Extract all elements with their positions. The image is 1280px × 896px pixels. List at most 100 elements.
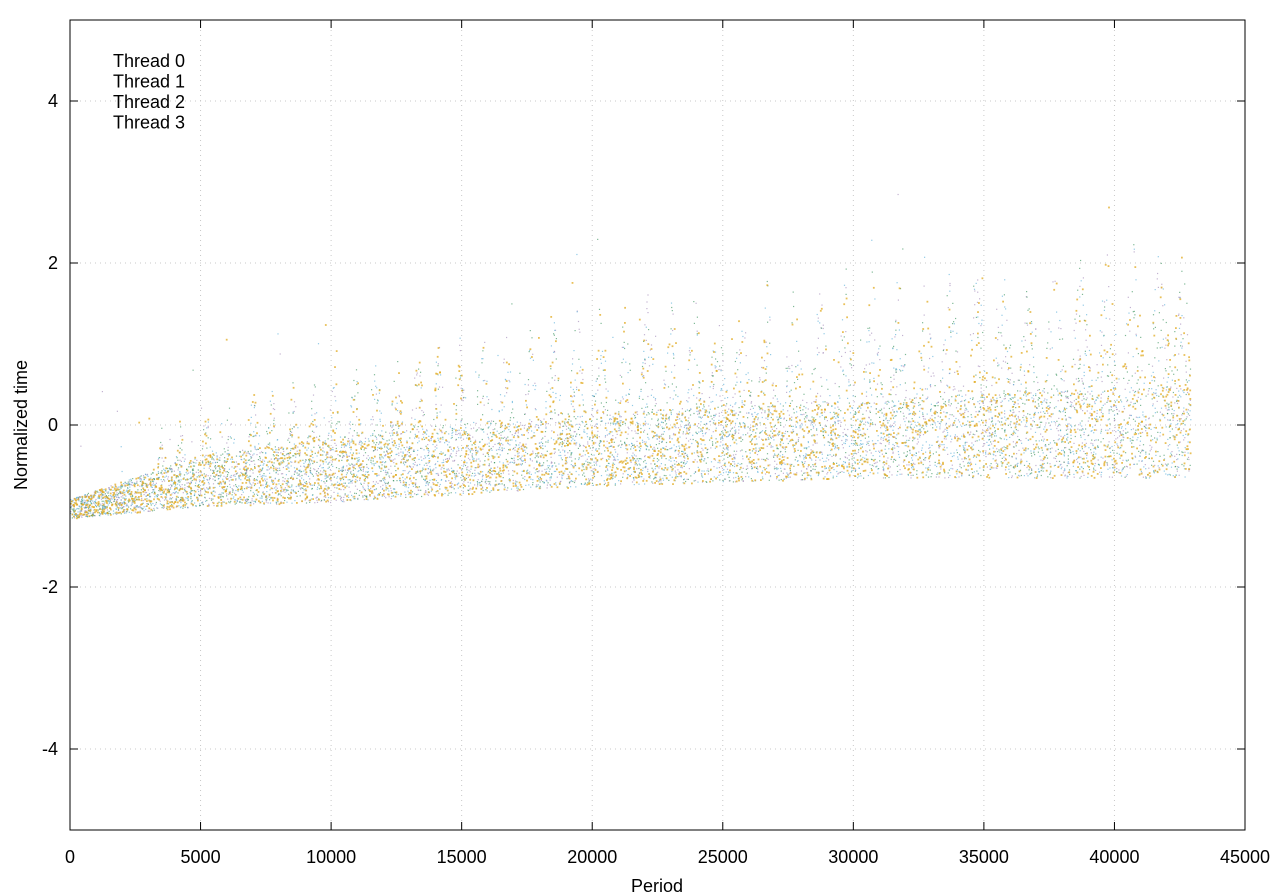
data-point bbox=[853, 384, 855, 386]
data-point bbox=[1153, 471, 1155, 473]
data-point bbox=[688, 468, 690, 470]
data-point bbox=[1042, 436, 1044, 438]
data-point bbox=[467, 489, 469, 491]
data-point bbox=[696, 461, 698, 463]
data-point bbox=[900, 411, 902, 413]
data-point bbox=[589, 447, 591, 449]
data-point bbox=[648, 365, 651, 367]
data-point bbox=[578, 457, 580, 459]
data-point bbox=[357, 459, 359, 461]
data-point bbox=[659, 476, 661, 478]
data-point bbox=[295, 406, 297, 408]
data-point bbox=[816, 442, 818, 444]
data-point bbox=[873, 462, 875, 465]
data-point bbox=[266, 481, 268, 483]
data-point bbox=[675, 461, 678, 463]
data-point bbox=[403, 447, 405, 449]
data-point bbox=[119, 492, 122, 494]
data-point bbox=[1173, 413, 1175, 415]
data-point bbox=[870, 452, 872, 454]
data-point bbox=[632, 452, 634, 454]
data-point bbox=[425, 445, 427, 447]
data-point bbox=[535, 453, 537, 455]
data-point bbox=[523, 427, 525, 429]
data-point bbox=[570, 454, 572, 456]
data-point bbox=[616, 433, 618, 435]
data-point bbox=[887, 422, 889, 424]
data-point bbox=[978, 403, 981, 405]
data-point bbox=[604, 482, 606, 484]
data-point bbox=[821, 304, 823, 306]
data-point bbox=[1005, 356, 1007, 358]
data-point bbox=[482, 453, 484, 455]
data-point bbox=[854, 468, 856, 470]
data-point bbox=[1086, 324, 1088, 326]
data-point bbox=[663, 379, 665, 381]
data-point bbox=[131, 502, 133, 504]
data-point bbox=[925, 398, 927, 400]
data-point bbox=[1096, 396, 1098, 398]
data-point bbox=[441, 432, 443, 434]
data-point bbox=[582, 455, 584, 457]
data-point bbox=[299, 479, 301, 481]
data-point bbox=[252, 454, 254, 456]
data-point bbox=[386, 472, 388, 474]
data-point bbox=[875, 466, 877, 468]
data-point bbox=[1082, 410, 1084, 412]
data-point bbox=[860, 421, 862, 423]
data-point bbox=[812, 468, 814, 470]
data-point bbox=[959, 463, 961, 465]
data-point bbox=[675, 476, 677, 478]
data-point bbox=[808, 420, 810, 422]
data-point bbox=[981, 419, 983, 421]
data-point bbox=[682, 431, 684, 433]
data-point bbox=[635, 463, 637, 465]
data-point bbox=[566, 478, 568, 480]
data-point bbox=[490, 447, 492, 450]
data-point bbox=[1168, 426, 1170, 428]
data-point bbox=[505, 464, 507, 466]
data-point bbox=[565, 428, 568, 430]
data-point bbox=[652, 448, 654, 450]
data-point bbox=[1010, 426, 1012, 429]
data-point bbox=[85, 515, 87, 517]
data-point bbox=[1128, 379, 1130, 381]
data-point bbox=[465, 431, 467, 433]
data-point bbox=[392, 477, 395, 479]
data-point bbox=[615, 437, 617, 439]
data-point bbox=[384, 483, 386, 485]
data-point bbox=[103, 500, 105, 502]
data-point bbox=[711, 441, 714, 443]
data-point bbox=[1050, 416, 1052, 418]
data-point bbox=[1067, 428, 1069, 430]
data-point bbox=[1167, 340, 1169, 342]
data-point bbox=[439, 441, 442, 443]
data-point bbox=[885, 401, 887, 403]
data-point bbox=[663, 474, 665, 477]
data-point bbox=[1053, 407, 1056, 409]
data-point bbox=[777, 419, 779, 421]
data-point bbox=[861, 446, 863, 448]
data-point bbox=[880, 438, 882, 440]
data-point bbox=[512, 474, 514, 476]
data-point bbox=[651, 467, 653, 469]
data-point bbox=[913, 414, 916, 416]
data-point bbox=[1140, 404, 1142, 406]
data-point bbox=[1089, 393, 1091, 395]
data-point bbox=[101, 492, 103, 494]
data-point bbox=[1182, 451, 1184, 454]
data-point bbox=[712, 387, 714, 390]
data-point bbox=[390, 498, 392, 500]
data-point bbox=[945, 353, 947, 355]
data-point bbox=[994, 430, 996, 432]
data-point bbox=[583, 464, 585, 466]
data-point bbox=[1131, 291, 1133, 293]
data-point bbox=[1048, 328, 1050, 330]
data-point bbox=[712, 385, 714, 387]
plot-background bbox=[70, 20, 1245, 830]
data-point bbox=[1118, 469, 1120, 471]
data-point bbox=[591, 482, 594, 484]
data-point bbox=[698, 410, 700, 412]
data-point bbox=[230, 479, 232, 481]
data-point bbox=[885, 452, 887, 454]
